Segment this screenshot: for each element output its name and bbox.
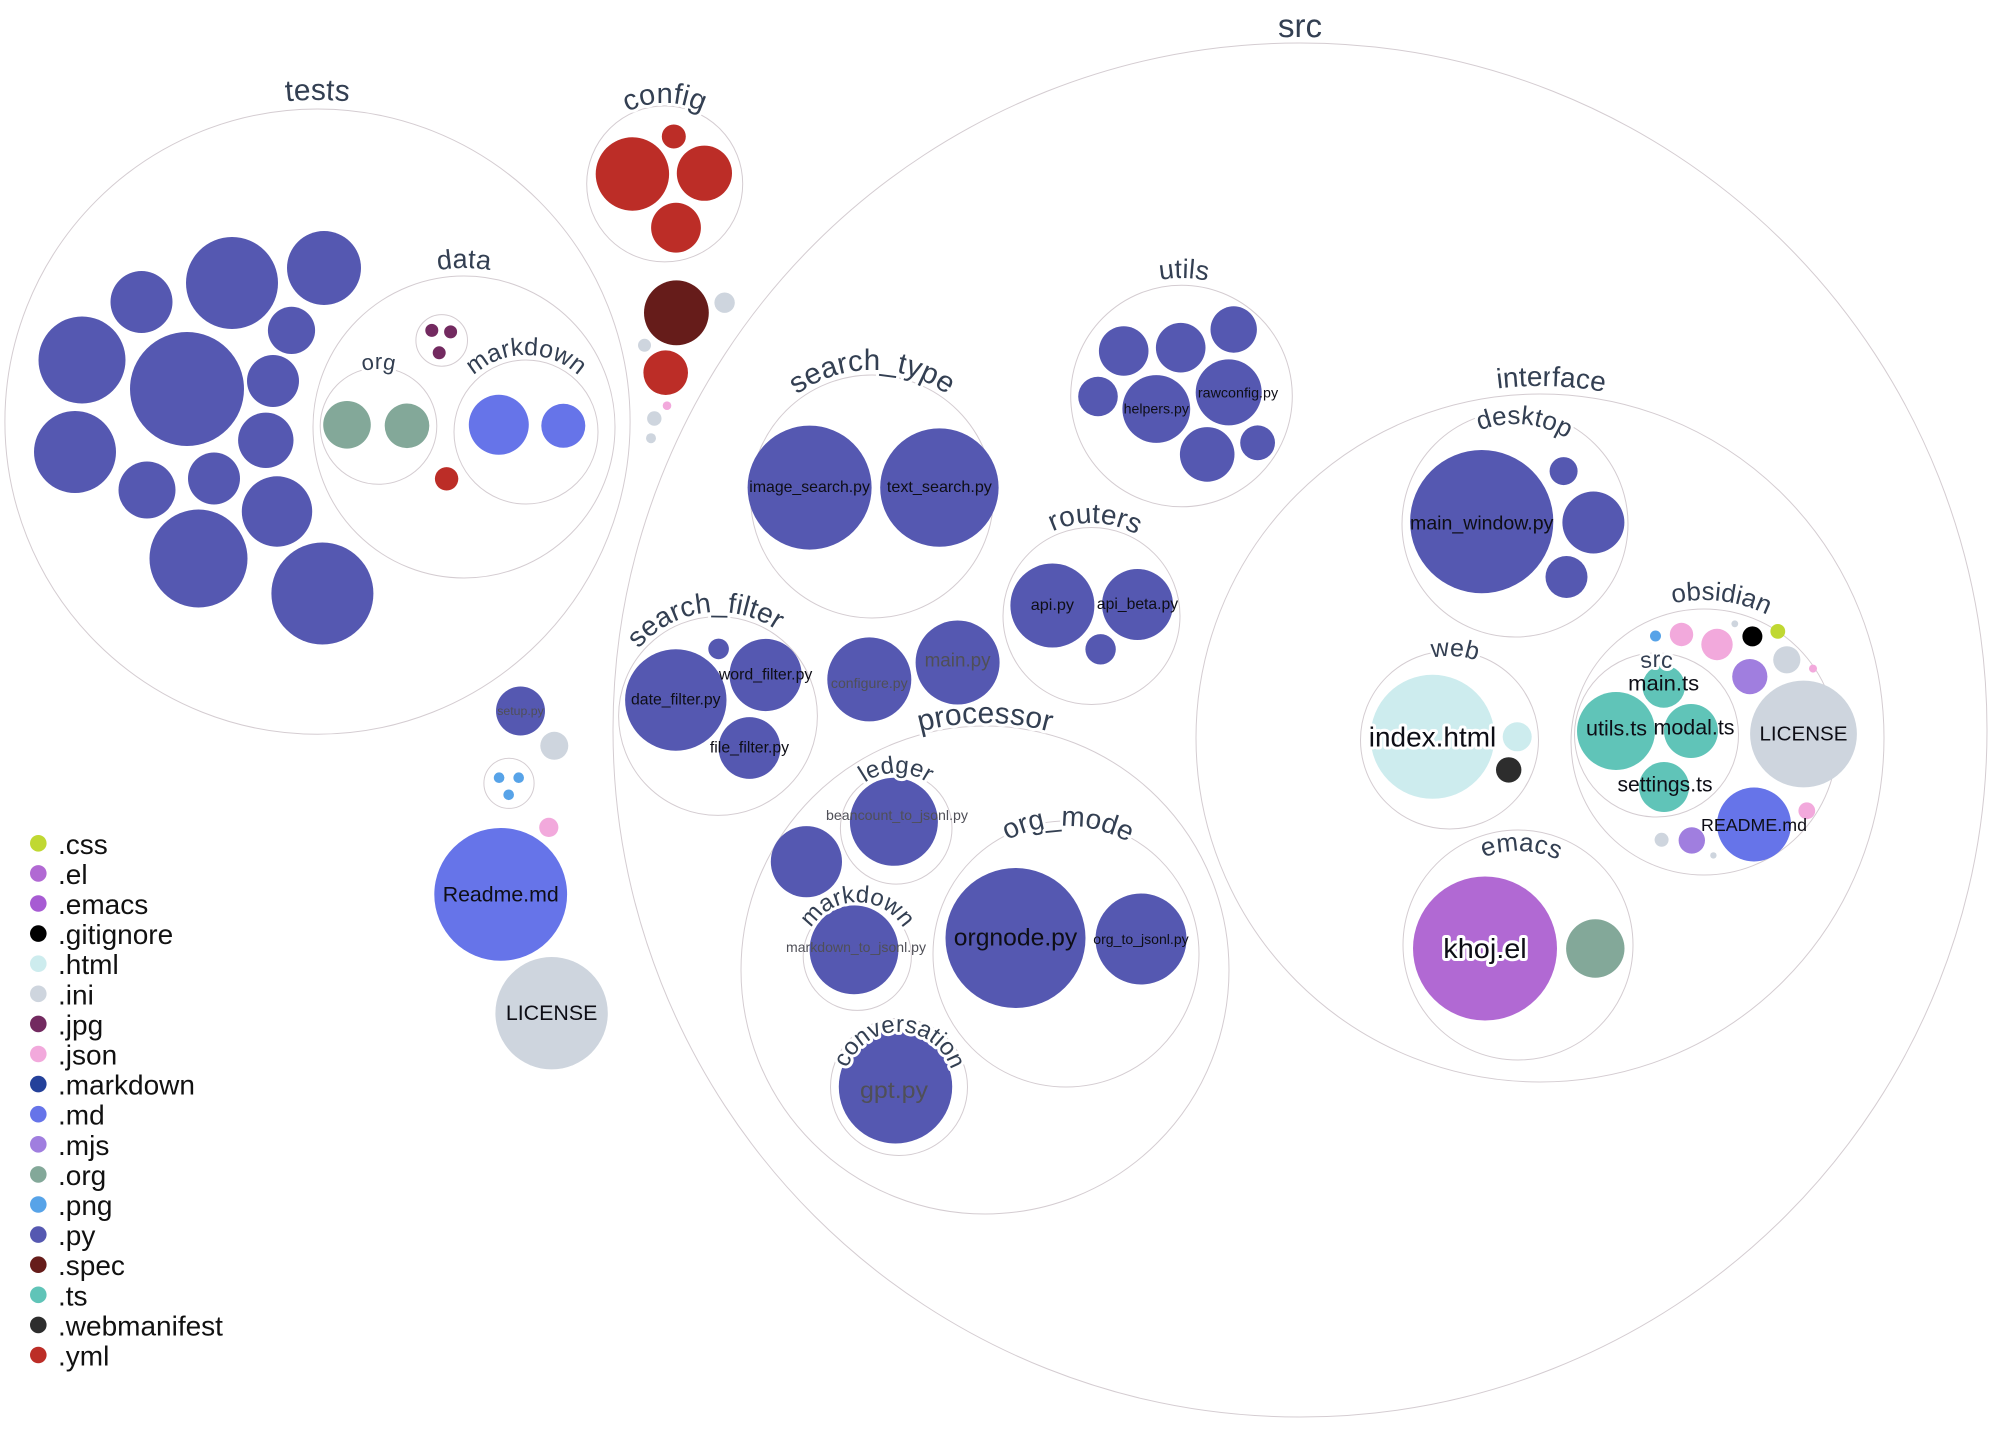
svg-text:main.ts: main.ts bbox=[1628, 673, 1699, 696]
svg-text:interface: interface bbox=[1495, 361, 1609, 398]
svg-text:README.md: README.md bbox=[1701, 815, 1807, 835]
svg-text:settings.ts: settings.ts bbox=[1618, 774, 1713, 797]
svg-text:src: src bbox=[1277, 7, 1322, 44]
svg-text:utils.ts: utils.ts bbox=[1586, 718, 1647, 741]
svg-text:beancount_to_jsonl.py: beancount_to_jsonl.py bbox=[826, 807, 968, 823]
svg-text:org: org bbox=[359, 349, 397, 376]
svg-text:src: src bbox=[1638, 646, 1674, 673]
svg-text:utils: utils bbox=[1157, 254, 1212, 287]
svg-text:orgnode.py: orgnode.py bbox=[954, 925, 1078, 952]
svg-text:image_search.py: image_search.py bbox=[749, 479, 870, 496]
svg-text:.css: .css bbox=[58, 829, 108, 860]
svg-text:api_beta.py: api_beta.py bbox=[1097, 596, 1178, 613]
svg-text:.webmanifest: .webmanifest bbox=[58, 1310, 223, 1341]
svg-text:rawconfig.py: rawconfig.py bbox=[1198, 384, 1278, 400]
svg-text:modal.ts: modal.ts bbox=[1654, 717, 1735, 740]
svg-text:main.py: main.py bbox=[925, 651, 991, 672]
svg-text:file_filter.py: file_filter.py bbox=[710, 740, 789, 757]
svg-text:configure.py: configure.py bbox=[831, 675, 908, 691]
svg-text:setup.py: setup.py bbox=[497, 704, 544, 718]
svg-text:org_to_jsonl.py: org_to_jsonl.py bbox=[1093, 931, 1188, 947]
svg-text:tests: tests bbox=[284, 74, 351, 109]
svg-text:index.html: index.html bbox=[1369, 722, 1497, 753]
svg-text:.md: .md bbox=[58, 1100, 105, 1131]
svg-text:LICENSE: LICENSE bbox=[1760, 723, 1848, 746]
svg-text:khoj.el: khoj.el bbox=[1443, 933, 1526, 964]
svg-text:web: web bbox=[1428, 634, 1482, 667]
svg-text:.ini: .ini bbox=[58, 979, 94, 1010]
svg-text:.markdown: .markdown bbox=[58, 1070, 195, 1101]
svg-text:.el: .el bbox=[58, 859, 88, 890]
svg-text:.png: .png bbox=[58, 1190, 113, 1221]
svg-text:markdown_to_jsonl.py: markdown_to_jsonl.py bbox=[786, 939, 926, 955]
svg-text:LICENSE: LICENSE bbox=[506, 1001, 598, 1025]
svg-text:.py: .py bbox=[58, 1220, 95, 1251]
svg-text:.jpg: .jpg bbox=[58, 1009, 103, 1040]
svg-text:.spec: .spec bbox=[58, 1250, 125, 1281]
svg-text:main_window.py: main_window.py bbox=[1410, 514, 1554, 535]
svg-text:text_search.py: text_search.py bbox=[887, 479, 992, 496]
svg-text:.mjs: .mjs bbox=[58, 1130, 109, 1161]
svg-text:.yml: .yml bbox=[58, 1341, 109, 1372]
svg-text:data: data bbox=[435, 244, 494, 276]
svg-text:.ts: .ts bbox=[58, 1280, 88, 1311]
svg-text:date_filter.py: date_filter.py bbox=[631, 692, 721, 709]
svg-text:.gitignore: .gitignore bbox=[58, 919, 173, 950]
svg-text:.emacs: .emacs bbox=[58, 889, 148, 920]
svg-text:word_filter.py: word_filter.py bbox=[718, 667, 813, 684]
svg-text:Readme.md: Readme.md bbox=[443, 882, 559, 906]
svg-text:.json: .json bbox=[58, 1040, 117, 1071]
svg-text:helpers.py: helpers.py bbox=[1124, 402, 1190, 417]
svg-text:gpt.py: gpt.py bbox=[860, 1077, 929, 1103]
svg-text:.html: .html bbox=[58, 949, 119, 980]
svg-text:api.py: api.py bbox=[1031, 597, 1074, 614]
svg-text:.org: .org bbox=[58, 1160, 106, 1191]
